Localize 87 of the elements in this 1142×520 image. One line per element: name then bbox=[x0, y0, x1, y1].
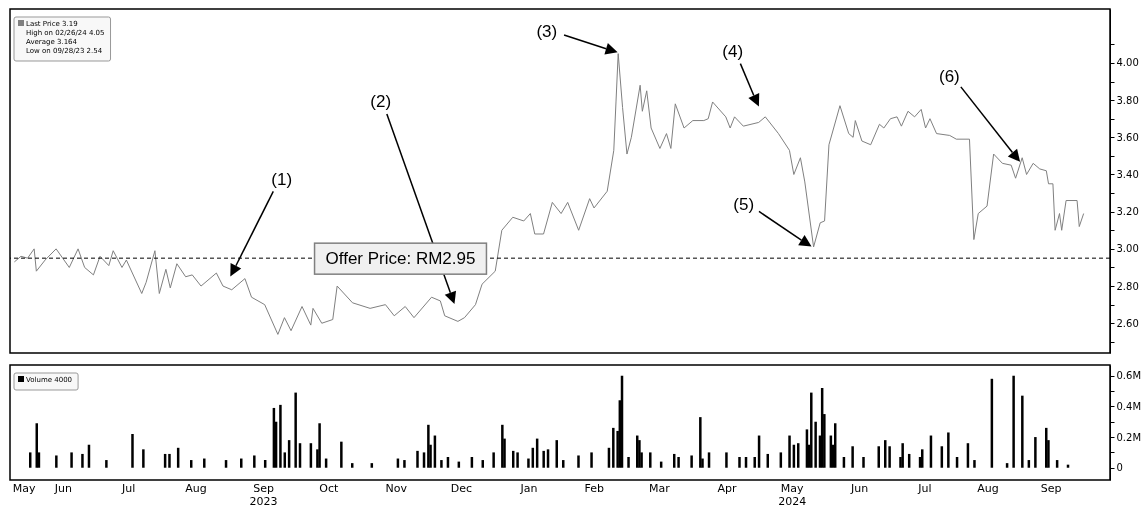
bar bbox=[877, 446, 880, 468]
y-tick-label: 0.4M bbox=[1116, 400, 1142, 412]
x-tick-label: Oct bbox=[319, 481, 339, 495]
bar bbox=[403, 460, 406, 468]
ref-line-label: Offer Price: RM2.95 bbox=[325, 249, 476, 269]
bar bbox=[340, 441, 343, 468]
y-tick-label: 3.20 bbox=[1116, 206, 1139, 218]
x-tick-label: Jun bbox=[850, 481, 869, 495]
annotation: (1) bbox=[271, 169, 293, 189]
x-tick-label: Mar bbox=[649, 481, 671, 495]
bar bbox=[901, 443, 904, 468]
bar bbox=[638, 440, 641, 468]
bar bbox=[527, 458, 530, 468]
bar bbox=[725, 452, 728, 468]
x-tick-label: Aug bbox=[185, 481, 207, 495]
x-tick-label: May bbox=[12, 481, 37, 495]
y-tick-label: 3.00 bbox=[1116, 243, 1139, 255]
bar bbox=[590, 452, 593, 468]
bar bbox=[279, 404, 282, 468]
bar bbox=[542, 450, 545, 468]
annotation: (5) bbox=[733, 195, 755, 215]
x-tick-label: Aug bbox=[977, 481, 999, 495]
bar bbox=[70, 452, 73, 468]
bar bbox=[253, 455, 256, 468]
bar bbox=[555, 440, 558, 468]
y-tick-label: 2.60 bbox=[1116, 317, 1139, 329]
x-tick-label: Sep 2023 bbox=[249, 481, 278, 508]
x-tick-label: Apr bbox=[717, 481, 737, 495]
bar bbox=[562, 460, 565, 468]
annotation: (4) bbox=[722, 41, 744, 61]
bar bbox=[627, 457, 630, 468]
bar bbox=[649, 452, 652, 468]
y-tick-label: 3.40 bbox=[1116, 168, 1139, 180]
bar bbox=[788, 435, 791, 468]
annotation: (2) bbox=[370, 91, 392, 111]
bar bbox=[294, 392, 297, 468]
bar bbox=[492, 452, 495, 468]
bar bbox=[862, 457, 865, 468]
bar bbox=[105, 460, 108, 468]
bar bbox=[416, 450, 419, 468]
bar bbox=[318, 423, 321, 468]
bar bbox=[810, 392, 813, 468]
bar bbox=[142, 449, 145, 468]
bar bbox=[370, 463, 374, 468]
x-tick-label: Jul bbox=[120, 481, 136, 495]
bar bbox=[81, 453, 84, 468]
x-tick-label: Jun bbox=[53, 481, 72, 495]
y-tick-label: 3.60 bbox=[1116, 131, 1139, 143]
y-tick-label: 4.00 bbox=[1116, 57, 1139, 69]
annotation: (3) bbox=[536, 22, 558, 42]
x-tick-label: Nov bbox=[385, 481, 408, 495]
bar bbox=[738, 457, 741, 468]
bar bbox=[501, 424, 504, 468]
x-tick-label: May 2024 bbox=[778, 481, 807, 508]
x-tick-label: Jan bbox=[519, 481, 538, 495]
bar bbox=[753, 457, 756, 468]
x-tick-label: Sep bbox=[1040, 481, 1062, 495]
bar bbox=[1045, 427, 1048, 468]
bar bbox=[131, 434, 134, 468]
bar bbox=[973, 460, 976, 468]
bar bbox=[699, 417, 702, 468]
y-tick-label: 2.80 bbox=[1116, 280, 1139, 292]
bar bbox=[677, 457, 680, 468]
x-tick-label: Jul bbox=[917, 481, 932, 495]
y-tick-label: 0.2M bbox=[1116, 431, 1142, 443]
bar bbox=[55, 455, 58, 468]
bar bbox=[168, 453, 171, 468]
bar bbox=[203, 458, 206, 468]
bar bbox=[1034, 437, 1037, 468]
y-tick-label: 0 bbox=[1116, 462, 1123, 474]
bar bbox=[947, 432, 950, 468]
bar bbox=[884, 440, 887, 468]
bar bbox=[516, 452, 519, 468]
y-tick-label: 0.6M bbox=[1116, 370, 1142, 382]
bar bbox=[577, 455, 580, 468]
bar bbox=[612, 427, 615, 468]
bar bbox=[240, 458, 243, 468]
bar bbox=[851, 446, 854, 468]
bar bbox=[1012, 375, 1015, 468]
x-tick-label: Feb bbox=[584, 481, 604, 495]
bar bbox=[440, 460, 443, 468]
x-tick-label: Dec bbox=[450, 481, 473, 495]
bar bbox=[1021, 395, 1024, 468]
bar bbox=[690, 455, 693, 468]
y-tick-label: 3.80 bbox=[1116, 94, 1139, 106]
bar bbox=[427, 424, 430, 468]
annotation: (6) bbox=[939, 67, 960, 87]
